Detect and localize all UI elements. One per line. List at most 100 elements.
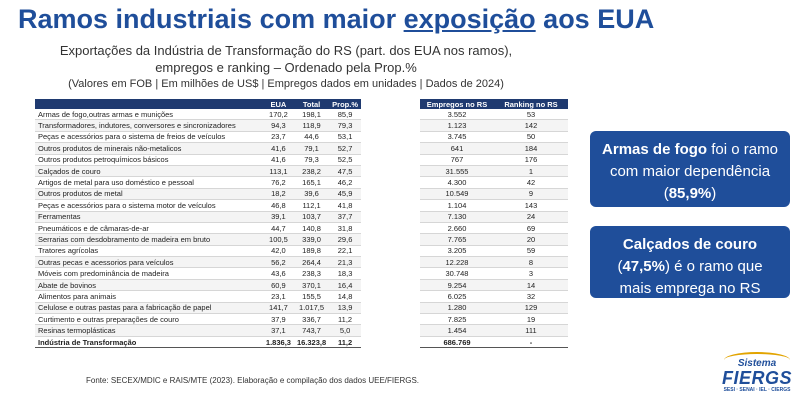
table-cell: Celulose e outras pastas para a fabricaç… (35, 302, 263, 315)
table-cell: 31.555 (420, 165, 494, 178)
table-row: 1.123 142 (420, 119, 568, 132)
table-row: Celulose e outras pastas para a fabricaç… (35, 302, 361, 315)
table-cell: 141,7 (262, 302, 294, 315)
table-cell: 20 (494, 233, 568, 246)
logo-line3: SESI · SENAI · IEL · CIERGS (723, 387, 791, 393)
table-row: 1.454 111 (420, 324, 568, 337)
header-total: Total (293, 99, 330, 109)
table-cell: 238,3 (293, 267, 330, 280)
callout-shoes-text2: ) é o ramo que mais emprega no RS (619, 258, 763, 297)
table-cell: 79,3 (293, 154, 330, 166)
table-row: 6.025 32 (420, 290, 568, 303)
table-cell: 50 (494, 131, 568, 144)
table-cell: 18,3 (329, 267, 361, 280)
table-cell: 16,4 (329, 279, 361, 292)
table-row: Outros produtos petroquímicos básicos 41,… (35, 154, 361, 166)
table-cell: 4.300 (420, 176, 494, 189)
table-cell: 370,1 (293, 279, 330, 292)
table-row: Tratores agrícolas 42,0 189,8 22,1 (35, 245, 361, 258)
table-cell: Outros produtos de minerais não-metalico… (35, 142, 263, 155)
table-cell: 264,4 (293, 256, 330, 269)
table-cell: 112,1 (293, 199, 330, 212)
table-cell: 184 (494, 142, 568, 155)
table-cell: 69 (494, 222, 568, 235)
table-row: Outros produtos de metal 18,2 39,6 45,9 (35, 188, 361, 201)
table-cell: 44,6 (293, 131, 330, 144)
fiergs-logo: Sistema FIERGS SESI · SENAI · IEL · CIER… (718, 352, 796, 393)
table-cell: 79,1 (293, 142, 330, 155)
table-cell: 45,9 (329, 188, 361, 201)
table-cell: Tratores agrícolas (35, 245, 263, 258)
table-cell: Artigos de metal para uso doméstico e pe… (35, 176, 263, 189)
logo-line2: FIERGS (721, 368, 792, 388)
table-total-cell: - (494, 335, 568, 349)
table-cell: 103,7 (293, 211, 330, 223)
table-cell: 1 (494, 165, 568, 178)
table-cell: 5,0 (329, 324, 361, 337)
callout-shoes-bold: Calçados de couro (622, 236, 758, 253)
callout-arms-text2: ) (711, 185, 717, 202)
title-part2: aos EUA (535, 4, 655, 34)
table-cell: 3.205 (420, 245, 494, 258)
table-cell: 41,6 (262, 142, 294, 155)
callout-shoes-text1: ( (617, 258, 623, 275)
table-cell: 165,1 (293, 176, 330, 189)
table-cell: 30.748 (420, 267, 494, 280)
table-row: 1.280 129 (420, 302, 568, 315)
table-cell: Outros produtos de metal (35, 188, 263, 201)
table-cell: Móveis com predominância de madeira (35, 267, 263, 280)
table-cell: 59 (494, 245, 568, 258)
table-cell: 198,1 (293, 109, 330, 121)
table-cell: 24 (494, 211, 568, 223)
table-cell: 7.765 (420, 233, 494, 246)
table-cell: 1.017,5 (293, 302, 330, 315)
table-row: Transformadores, indutores, conversores … (35, 119, 361, 132)
table-cell: 189,8 (293, 245, 330, 258)
table-cell: 170,2 (262, 109, 294, 121)
header-prop: Prop.% (329, 99, 361, 109)
table-total-cell: 686.769 (420, 335, 494, 349)
table-cell: 12.228 (420, 256, 494, 269)
table-row: Armas de fogo,outras armas e munições 170… (35, 109, 361, 121)
table-cell: 113,1 (262, 165, 294, 178)
table-cell: 14 (494, 279, 568, 292)
table-note: (Valores em FOB | Em milhões de US$ | Em… (68, 78, 504, 90)
table-cell: 18,2 (262, 188, 294, 201)
table-total-row: Indústria de Transformação 1.836,3 16.323,… (35, 335, 361, 349)
table-cell: 641 (420, 142, 494, 155)
table-row: 3.205 59 (420, 245, 568, 258)
table-row: Curtimento e outras preparações de couro… (35, 313, 361, 326)
table-cell: Peças e acessórios para o sistema motor … (35, 199, 263, 212)
table-cell: 9.254 (420, 279, 494, 292)
table-row: 641 184 (420, 142, 568, 155)
table-cell: 23,7 (262, 131, 294, 144)
table-cell: Ferramentas (35, 211, 263, 223)
table-total-cell: Indústria de Transformação (35, 335, 263, 349)
table-cell: 8 (494, 256, 568, 269)
table-cell: 2.660 (420, 222, 494, 235)
table-cell: 100,5 (262, 233, 294, 246)
table-cell: Calçados de couro (35, 165, 263, 178)
table-row: Alimentos para animais 23,1 155,5 14,8 (35, 290, 361, 303)
callout-arms-text1: foi o ramo com maior dependência ( (609, 141, 778, 202)
source-note: Fonte: SECEX/MDIC e RAIS/MTE (2023). Ela… (86, 376, 420, 385)
table-cell: Pneumáticos e de câmaras-de-ar (35, 222, 263, 235)
table-total-cell: 11,2 (329, 335, 361, 349)
table-total-row: 686.769- (420, 335, 568, 349)
table-cell: 118,9 (293, 119, 330, 132)
table-row: Abate de bovinos 60,9 370,1 16,4 (35, 279, 361, 292)
table-cell: 37,9 (262, 313, 294, 326)
table-cell: 1.123 (420, 119, 494, 132)
table-cell: Armas de fogo,outras armas e munições (35, 109, 263, 121)
table-cell: 7.825 (420, 313, 494, 326)
table-cell: 1.454 (420, 324, 494, 337)
table-cell: 140,8 (293, 222, 330, 235)
table-row: 7.825 19 (420, 313, 568, 326)
table-cell: 29,6 (329, 233, 361, 246)
table-cell: 39,6 (293, 188, 330, 201)
table-cell: Outros produtos petroquímicos básicos (35, 154, 263, 166)
table-row: Peças e acessórios para o sistema de fre… (35, 131, 361, 144)
table-cell: 85,9 (329, 109, 361, 121)
table-cell: 142 (494, 119, 568, 132)
table-cell: 11,2 (329, 313, 361, 326)
